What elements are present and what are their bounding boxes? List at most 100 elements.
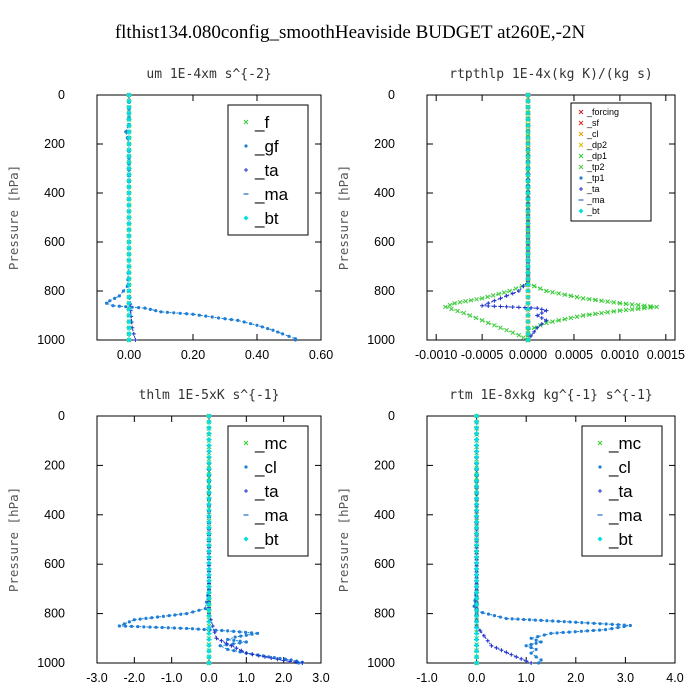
data-point — [244, 633, 248, 637]
data-point — [166, 626, 170, 630]
data-point — [474, 513, 480, 519]
data-point — [611, 309, 617, 314]
data-point — [525, 172, 531, 178]
data-point — [531, 283, 537, 289]
data-point — [474, 636, 480, 642]
data-point — [218, 644, 222, 648]
legend-marker — [244, 144, 248, 148]
data-point — [516, 332, 522, 338]
data-point — [126, 135, 132, 141]
data-point — [154, 625, 158, 629]
data-point — [126, 227, 132, 233]
data-point — [585, 629, 589, 633]
legend-entry: _gf — [254, 137, 279, 156]
data-point — [474, 548, 480, 554]
data-point — [474, 542, 480, 548]
x-tick-label: 3.0 — [617, 671, 634, 685]
data-point — [534, 641, 538, 645]
data-point — [525, 202, 531, 208]
data-point — [539, 315, 544, 320]
legend-entry: _bt — [608, 530, 633, 549]
data-point — [206, 589, 212, 595]
legend-marker — [244, 489, 248, 493]
data-point — [206, 495, 212, 501]
data-point — [287, 659, 292, 664]
data-point — [206, 636, 212, 642]
data-point — [276, 330, 280, 334]
data-point — [474, 578, 480, 584]
data-point — [525, 288, 531, 294]
data-point — [217, 316, 221, 320]
data-point — [113, 296, 117, 300]
y-tick-label: 400 — [374, 508, 395, 522]
data-point — [126, 208, 132, 214]
data-point — [294, 660, 299, 665]
data-point — [206, 425, 212, 431]
data-point — [206, 460, 212, 466]
data-point — [206, 542, 212, 548]
data-point — [648, 305, 653, 310]
data-point — [123, 624, 128, 628]
data-point — [126, 245, 132, 251]
legend-marker — [579, 176, 583, 180]
y-tick-label: 0 — [388, 88, 395, 102]
data-point — [574, 620, 578, 624]
data-point — [535, 306, 540, 311]
data-point — [206, 431, 212, 437]
data-point — [138, 617, 142, 621]
data-point — [126, 110, 132, 116]
data-point — [208, 617, 213, 622]
data-point — [468, 297, 474, 303]
data-point — [463, 298, 468, 304]
y-tick-label: 1000 — [37, 656, 65, 670]
y-tick-label: 800 — [374, 607, 395, 621]
data-point — [514, 654, 519, 659]
y-tick-label: 600 — [44, 235, 65, 249]
data-point — [623, 307, 629, 313]
data-point — [206, 478, 212, 484]
legend-marker — [579, 187, 583, 191]
data-point — [516, 617, 520, 621]
legend-entry: _cl — [586, 129, 599, 139]
data-point — [598, 622, 602, 626]
data-point — [551, 619, 555, 623]
data-point — [206, 442, 212, 448]
data-point — [281, 332, 285, 336]
data-point — [525, 313, 531, 318]
data-point — [510, 291, 515, 296]
data-point — [206, 654, 212, 660]
data-point — [474, 519, 480, 525]
data-point — [126, 196, 132, 202]
data-point — [126, 233, 132, 239]
data-point — [210, 623, 215, 628]
legend-box — [581, 425, 663, 557]
x-tick-label: 0.20 — [181, 348, 205, 362]
data-point — [605, 299, 610, 304]
series-bt — [525, 92, 531, 343]
data-point — [179, 612, 183, 616]
data-point — [519, 656, 524, 661]
data-point — [126, 282, 132, 288]
data-point — [474, 419, 480, 425]
data-point — [599, 298, 604, 304]
data-point — [492, 322, 497, 328]
x-tick-label: 4.0 — [666, 671, 683, 685]
data-point — [133, 338, 138, 342]
data-point — [203, 607, 207, 611]
data-point — [233, 635, 237, 639]
data-point — [474, 572, 480, 578]
data-point — [610, 627, 614, 631]
data-point — [498, 304, 503, 309]
panel-4: rtm 1E-8xkg kg^{-1} s^{-1} Pressure [hPa]… — [336, 388, 684, 685]
data-point — [206, 513, 212, 519]
data-point — [474, 613, 480, 619]
data-point — [474, 296, 479, 302]
data-point — [525, 257, 531, 263]
data-point — [206, 584, 212, 590]
data-point — [642, 305, 647, 311]
data-point — [206, 437, 212, 443]
data-point — [196, 627, 200, 631]
data-point — [126, 123, 132, 129]
data-point — [206, 648, 212, 654]
data-point — [105, 301, 109, 305]
